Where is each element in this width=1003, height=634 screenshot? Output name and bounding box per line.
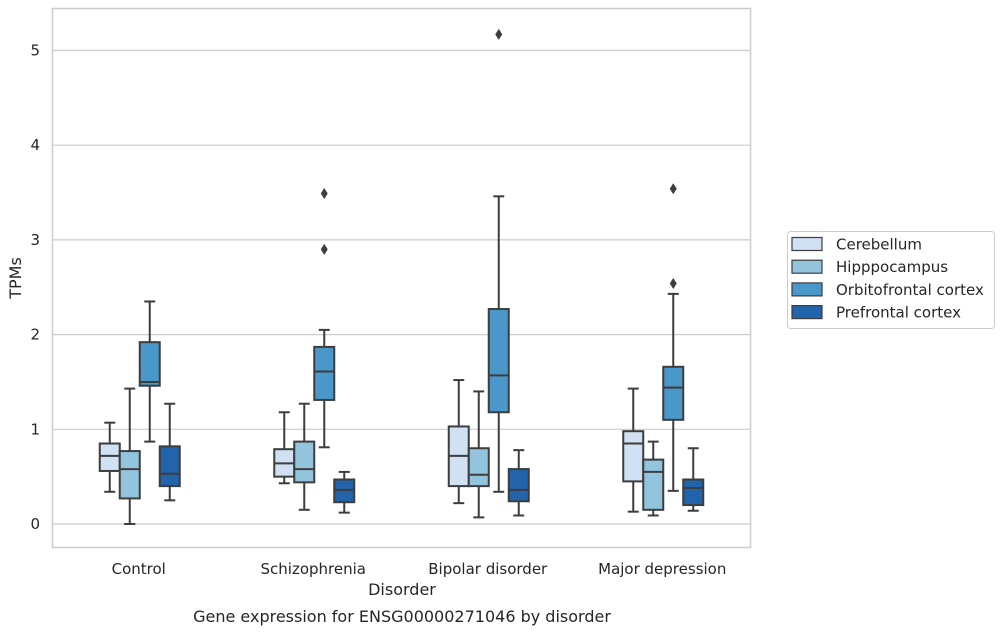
x-tick-label: Major depression bbox=[598, 560, 726, 578]
box-hipppocampus-schizophrenia bbox=[293, 402, 316, 511]
box-orbitofrontal-cortex-control bbox=[138, 300, 161, 443]
legend-swatch bbox=[791, 236, 823, 252]
iqr-box bbox=[622, 430, 645, 483]
iqr-box bbox=[118, 450, 141, 500]
legend-items: Cerebellum Hipppocampus Orbitofrontal cort… bbox=[791, 236, 984, 322]
legend-label: Cerebellum bbox=[836, 236, 922, 254]
outlier-point bbox=[320, 243, 328, 255]
x-tick-label: Schizophrenia bbox=[261, 560, 366, 578]
legend-label: Prefrontal cortex bbox=[836, 304, 961, 322]
box-cerebellum-major-depression bbox=[622, 387, 645, 513]
y-tick-labels: 0 1 2 3 4 5 bbox=[30, 42, 40, 534]
outlier-point bbox=[669, 277, 677, 289]
y-tick-label: 1 bbox=[30, 420, 40, 438]
iqr-box bbox=[682, 478, 705, 507]
box-prefrontal-cortex-schizophrenia bbox=[333, 470, 356, 514]
box-hipppocampus-bipolar-disorder bbox=[467, 390, 490, 519]
y-tick-label: 4 bbox=[30, 136, 40, 154]
outlier-point bbox=[669, 183, 677, 195]
box-cerebellum-control bbox=[98, 421, 121, 493]
chart-caption: Gene expression for ENSG00000271046 by d… bbox=[193, 607, 611, 626]
outlier-point bbox=[495, 28, 503, 40]
iqr-box bbox=[487, 308, 510, 414]
y-axis-label: TPMs bbox=[6, 257, 25, 300]
box-cerebellum-bipolar-disorder bbox=[447, 379, 470, 505]
iqr-box bbox=[313, 345, 336, 401]
x-tick-label: Control bbox=[112, 560, 166, 578]
iqr-box bbox=[98, 442, 121, 472]
iqr-box bbox=[662, 365, 685, 421]
box-prefrontal-cortex-control bbox=[158, 402, 181, 502]
box-prefrontal-cortex-major-depression bbox=[682, 447, 705, 512]
x-tick-label: Bipolar disorder bbox=[428, 560, 548, 578]
y-tick-label: 0 bbox=[30, 515, 40, 533]
legend-swatch bbox=[791, 305, 823, 320]
box-orbitofrontal-cortex-major-depression bbox=[662, 183, 685, 492]
iqr-box bbox=[467, 447, 490, 488]
plot-frame bbox=[51, 7, 752, 549]
iqr-box bbox=[138, 341, 161, 387]
box-prefrontal-cortex-bipolar-disorder bbox=[507, 449, 530, 517]
legend-frame bbox=[787, 231, 995, 329]
box-hipppocampus-major-depression bbox=[642, 440, 665, 517]
outlier-point bbox=[320, 187, 328, 199]
box-orbitofrontal-cortex-bipolar-disorder bbox=[487, 28, 510, 493]
boxes-layer bbox=[98, 28, 705, 525]
legend: Cerebellum Hipppocampus Orbitofrontal cort… bbox=[787, 231, 995, 329]
box-hipppocampus-control bbox=[118, 387, 141, 525]
iqr-box bbox=[293, 440, 316, 484]
x-axis-label: Disorder bbox=[368, 580, 436, 599]
legend-swatch bbox=[791, 282, 823, 297]
y-tick-label: 5 bbox=[30, 42, 40, 60]
iqr-box bbox=[507, 468, 530, 503]
legend-label: Hipppocampus bbox=[836, 258, 948, 276]
y-tick-label: 2 bbox=[30, 326, 40, 344]
iqr-box bbox=[158, 445, 181, 488]
box-orbitofrontal-cortex-schizophrenia bbox=[313, 187, 336, 449]
legend-swatch bbox=[791, 259, 823, 274]
x-tick-labels: Control Schizophrenia Bipolar disorder Majo… bbox=[112, 560, 727, 578]
iqr-box bbox=[642, 458, 665, 511]
y-tick-label: 3 bbox=[30, 231, 40, 249]
legend-label: Orbitofrontal cortex bbox=[836, 281, 984, 299]
